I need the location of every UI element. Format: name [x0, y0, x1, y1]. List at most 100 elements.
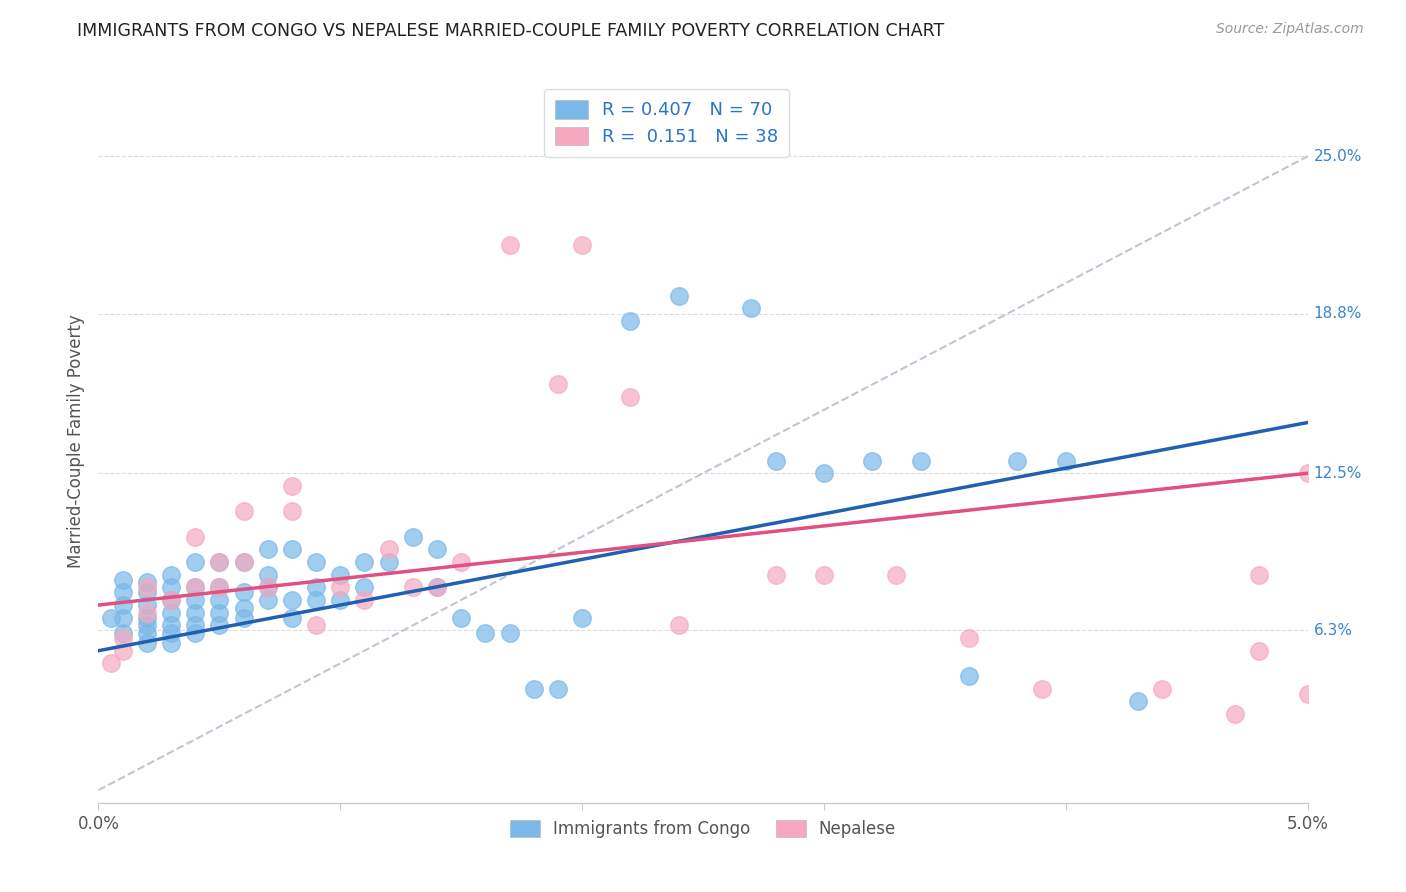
Point: [111, 611, 134, 625]
Point: [135, 585, 157, 599]
Point: [329, 567, 352, 582]
Point: [256, 580, 278, 594]
Point: [813, 567, 835, 582]
Point: [256, 567, 278, 582]
Point: [377, 555, 399, 569]
Point: [402, 580, 425, 594]
Point: [111, 585, 134, 599]
Point: [1054, 453, 1077, 467]
Point: [111, 626, 134, 640]
Point: [135, 611, 157, 625]
Point: [886, 567, 908, 582]
Point: [305, 593, 328, 607]
Point: [1296, 467, 1319, 481]
Point: [232, 504, 254, 518]
Point: [232, 555, 254, 569]
Point: [1296, 687, 1319, 701]
Point: [160, 567, 183, 582]
Point: [450, 611, 472, 625]
Point: [208, 555, 231, 569]
Point: [100, 611, 122, 625]
Point: [305, 580, 328, 594]
Point: [160, 606, 183, 620]
Point: [571, 238, 593, 252]
Point: [547, 681, 569, 696]
Point: [232, 611, 254, 625]
Point: [111, 598, 134, 612]
Point: [184, 580, 207, 594]
Point: [860, 453, 883, 467]
Point: [305, 555, 328, 569]
Point: [184, 606, 207, 620]
Point: [740, 301, 762, 316]
Point: [232, 585, 254, 599]
Point: [377, 542, 399, 557]
Point: [668, 289, 690, 303]
Point: [160, 626, 183, 640]
Point: [426, 580, 449, 594]
Point: [208, 580, 231, 594]
Point: [498, 626, 520, 640]
Point: [1007, 453, 1029, 467]
Point: [1249, 567, 1271, 582]
Point: [256, 593, 278, 607]
Point: [135, 575, 157, 590]
Point: [111, 573, 134, 587]
Text: 18.8%: 18.8%: [1313, 306, 1362, 321]
Point: [910, 453, 932, 467]
Point: [232, 555, 254, 569]
Point: [426, 542, 449, 557]
Point: [256, 542, 278, 557]
Point: [160, 593, 183, 607]
Point: [619, 390, 641, 404]
Point: [184, 618, 207, 632]
Point: [426, 580, 449, 594]
Point: [160, 636, 183, 650]
Point: [208, 606, 231, 620]
Point: [813, 467, 835, 481]
Point: [111, 643, 134, 657]
Point: [232, 600, 254, 615]
Point: [184, 530, 207, 544]
Point: [208, 580, 231, 594]
Point: [135, 580, 157, 594]
Point: [1152, 681, 1174, 696]
Y-axis label: Married-Couple Family Poverty: Married-Couple Family Poverty: [66, 315, 84, 568]
Point: [329, 593, 352, 607]
Point: [184, 593, 207, 607]
Point: [100, 657, 122, 671]
Point: [1128, 694, 1150, 708]
Point: [208, 593, 231, 607]
Point: [329, 580, 352, 594]
Point: [474, 626, 496, 640]
Point: [957, 631, 980, 645]
Point: [160, 618, 183, 632]
Point: [160, 580, 183, 594]
Point: [450, 555, 472, 569]
Point: [184, 580, 207, 594]
Point: [281, 542, 304, 557]
Point: [547, 377, 569, 392]
Point: [668, 618, 690, 632]
Point: [353, 555, 375, 569]
Point: [184, 626, 207, 640]
Point: [353, 580, 375, 594]
Text: 25.0%: 25.0%: [1313, 149, 1362, 164]
Point: [135, 598, 157, 612]
Point: [256, 580, 278, 594]
Text: IMMIGRANTS FROM CONGO VS NEPALESE MARRIED-COUPLE FAMILY POVERTY CORRELATION CHAR: IMMIGRANTS FROM CONGO VS NEPALESE MARRIE…: [77, 22, 945, 40]
Point: [765, 453, 787, 467]
Text: Source: ZipAtlas.com: Source: ZipAtlas.com: [1216, 22, 1364, 37]
Point: [135, 626, 157, 640]
Point: [135, 618, 157, 632]
Point: [208, 555, 231, 569]
Point: [523, 681, 546, 696]
Point: [281, 593, 304, 607]
Point: [281, 479, 304, 493]
Point: [305, 618, 328, 632]
Text: 6.3%: 6.3%: [1313, 623, 1353, 638]
Point: [1249, 643, 1271, 657]
Point: [281, 611, 304, 625]
Point: [353, 593, 375, 607]
Point: [402, 530, 425, 544]
